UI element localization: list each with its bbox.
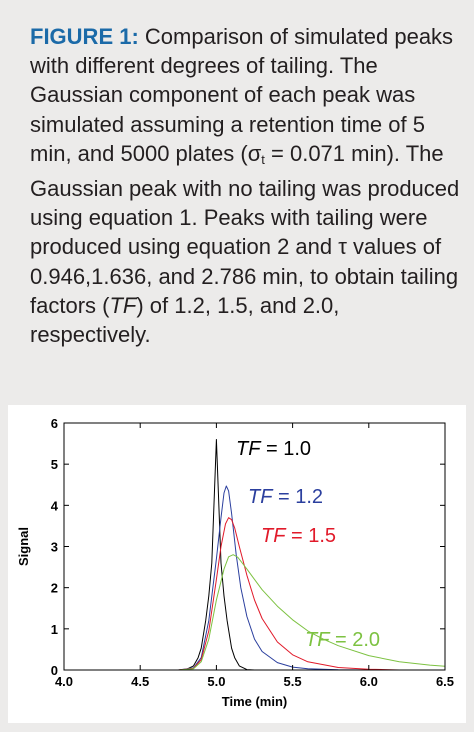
caption-tf-abbrev: TF [109, 292, 137, 318]
caption-text-1: Comparison of simulated peaks with diffe… [30, 24, 454, 166]
x-tick-label: 6.0 [360, 674, 378, 689]
x-tick-label: 6.5 [436, 674, 454, 689]
series-label-value: = 2.0 [329, 629, 380, 651]
series-label-value: = 1.5 [285, 525, 336, 547]
chart-panel: 4.0 4.5 5.0 5.5 6.0 6.5 0 1 2 3 4 5 6 TF = 1.0 TF = 1… [8, 405, 466, 723]
series-label-tf: TF [305, 629, 331, 651]
series-label-value: = 1.2 [272, 486, 323, 508]
y-axis-label: Signal [16, 527, 31, 566]
y-tick-label: 3 [51, 540, 58, 555]
series-label-tf: TF [248, 486, 274, 508]
y-tick-label: 6 [51, 416, 58, 431]
caption-text-3: ) of 1.2, 1.5, and 2.0, respectively. [30, 292, 340, 348]
series-line [178, 485, 369, 671]
y-tick-label: 0 [51, 663, 58, 678]
y-tick-label: 5 [51, 457, 58, 472]
series-line [178, 554, 446, 671]
series-label: TF = 1.2 [248, 486, 323, 508]
plot-frame [63, 422, 446, 671]
series-line [178, 517, 400, 671]
series-label: TF = 1.0 [236, 438, 311, 460]
x-tick-label: 4.0 [55, 674, 73, 689]
series-label-tf: TF [236, 438, 262, 460]
y-tick-label: 2 [51, 581, 58, 596]
series-line [178, 439, 255, 671]
caption-subscript: t [261, 151, 265, 167]
figure-label: FIGURE 1: [30, 24, 139, 49]
y-tick-label: 1 [51, 622, 58, 637]
x-axis-label: Time (min) [222, 694, 288, 709]
x-tick-label: 5.5 [284, 674, 302, 689]
caption-text-2: = 0.071 min). The Gaussian peak with no … [30, 140, 460, 318]
x-tick-label: 5.0 [207, 674, 225, 689]
figure-caption: FIGURE 1: Comparison of simulated peaks … [30, 22, 460, 349]
series-label-value: = 1.0 [260, 438, 311, 460]
series-label-tf: TF [261, 525, 287, 547]
series-label: TF = 2.0 [305, 629, 380, 651]
y-tick-label: 4 [51, 498, 59, 513]
x-tick-label: 4.5 [131, 674, 149, 689]
series-label: TF = 1.5 [261, 525, 336, 547]
